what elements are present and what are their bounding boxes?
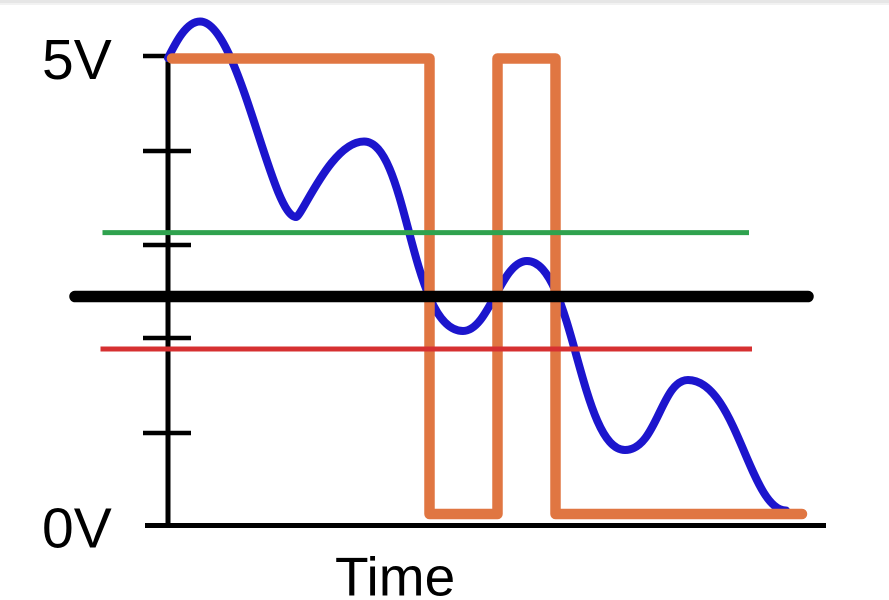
svg-text:Time: Time bbox=[335, 546, 455, 600]
svg-text:5V: 5V bbox=[42, 28, 112, 92]
svg-text:0V: 0V bbox=[42, 497, 112, 561]
